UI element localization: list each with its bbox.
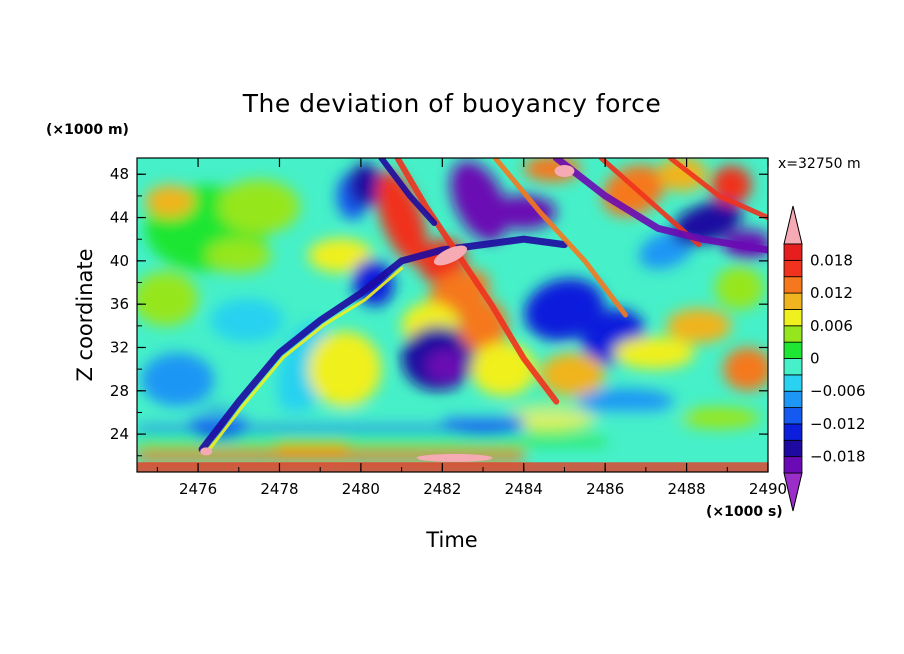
colorbar-bin-0 bbox=[783, 456, 803, 474]
x-tick-label-7: 2490 bbox=[749, 480, 787, 498]
top-max bbox=[554, 164, 575, 177]
field-region-31 bbox=[715, 266, 764, 310]
x-tick-label-0: 2476 bbox=[179, 480, 217, 498]
colorbar-label-4: 0.006 bbox=[810, 317, 853, 335]
x-tick-label-5: 2486 bbox=[586, 480, 624, 498]
crest-4 bbox=[667, 158, 768, 221]
field-region-42 bbox=[145, 185, 194, 218]
x-axis-label: Time bbox=[425, 528, 477, 552]
colorbar-bin-1 bbox=[783, 439, 803, 458]
x-tick-label-6: 2488 bbox=[667, 480, 705, 498]
field-region-2 bbox=[218, 179, 300, 234]
field-region-13 bbox=[376, 171, 427, 264]
colorbar: −0.018 −0.012 −0.006 0 0.006 0.012 0.018 bbox=[783, 205, 866, 512]
field-region-26 bbox=[540, 352, 606, 397]
front-bright bbox=[204, 266, 404, 456]
colorbar-bin-3 bbox=[783, 407, 803, 425]
upper-max bbox=[433, 245, 468, 266]
field-region-21 bbox=[450, 160, 508, 242]
field-region-22 bbox=[491, 194, 557, 230]
colorbar-bin-8 bbox=[783, 325, 803, 343]
field-region-30 bbox=[666, 308, 732, 344]
field-region-40 bbox=[678, 407, 760, 429]
annotation-label: x=32750 m bbox=[778, 156, 861, 172]
colorbar-bin-12 bbox=[783, 259, 803, 278]
x-axis: 2476 2478 2480 2482 2484 2486 2488 2490 bbox=[156, 158, 787, 498]
trough-1 bbox=[378, 158, 438, 226]
field-region-18 bbox=[426, 349, 467, 383]
y-tick-label-2: 32 bbox=[110, 338, 129, 356]
field-region-35 bbox=[658, 158, 707, 192]
y-axis-unit: (×1000 m) bbox=[46, 122, 129, 138]
y-tick-label-1: 28 bbox=[110, 382, 129, 400]
plot-frame bbox=[136, 157, 769, 473]
colorbar-bin-11 bbox=[783, 276, 803, 294]
trough-2 bbox=[552, 158, 768, 254]
chart-title: The deviation of buoyancy force bbox=[242, 89, 662, 118]
colorbar-label-2: −0.006 bbox=[810, 382, 866, 400]
surface-max bbox=[416, 453, 493, 462]
field-region-1 bbox=[137, 271, 199, 326]
heatmap-field bbox=[137, 158, 768, 472]
field-band-2 bbox=[137, 424, 524, 431]
colorbar-bin-5 bbox=[783, 374, 803, 392]
colorbar-bin-2 bbox=[783, 423, 803, 441]
field-band-0 bbox=[137, 450, 524, 462]
colorbar-label-3: 0 bbox=[810, 350, 820, 368]
colorbar-bin-4 bbox=[783, 390, 803, 408]
field-region-39 bbox=[576, 388, 675, 415]
colorbar-bin-13 bbox=[783, 243, 803, 261]
front-dark bbox=[198, 235, 568, 453]
y-tick-label-6: 48 bbox=[110, 165, 129, 183]
y-tick-label-0: 24 bbox=[110, 425, 129, 443]
field-region-12 bbox=[348, 163, 382, 207]
y-tick-label-4: 40 bbox=[110, 252, 129, 270]
x-tick-label-4: 2484 bbox=[505, 480, 543, 498]
field-band-1 bbox=[137, 438, 606, 445]
colorbar-bin-6 bbox=[783, 358, 803, 376]
surface-layer bbox=[137, 462, 768, 472]
x-tick-label-1: 2478 bbox=[260, 480, 298, 498]
field-region-4 bbox=[210, 298, 284, 343]
colorbar-label-6: 0.018 bbox=[810, 251, 853, 269]
colorbar-bin-7 bbox=[783, 341, 803, 359]
colorbar-max-extension bbox=[783, 205, 803, 245]
colorbar-label-0: −0.018 bbox=[810, 448, 866, 466]
field-region-20 bbox=[470, 342, 536, 397]
field-region-41 bbox=[206, 238, 272, 273]
colorbar-label-5: 0.012 bbox=[810, 284, 853, 302]
colorbar-label-1: −0.012 bbox=[810, 415, 866, 433]
field-region-5 bbox=[141, 352, 215, 408]
colorbar-bin-10 bbox=[783, 292, 803, 310]
field-region-27 bbox=[499, 404, 598, 431]
y-axis-label: Z coordinate bbox=[73, 248, 97, 381]
y-tick-label-3: 36 bbox=[110, 295, 129, 313]
crest-1 bbox=[394, 158, 560, 405]
crest-3 bbox=[598, 158, 702, 248]
field-region-38 bbox=[723, 347, 768, 391]
front-origin-max bbox=[200, 447, 213, 456]
y-axis: 24 28 32 36 40 44 48 bbox=[110, 165, 768, 457]
field-band-3 bbox=[137, 411, 687, 418]
field-region-29 bbox=[613, 336, 695, 370]
x-tick-label-3: 2482 bbox=[423, 480, 461, 498]
crest-2 bbox=[492, 158, 628, 318]
field-region-8 bbox=[307, 331, 382, 408]
field-region-3 bbox=[307, 238, 374, 273]
x-tick-label-2: 2480 bbox=[342, 480, 380, 498]
y-tick-label-5: 44 bbox=[110, 209, 129, 227]
x-axis-unit: (×1000 s) bbox=[706, 504, 783, 520]
colorbar-bin-9 bbox=[783, 309, 803, 327]
field-region-24 bbox=[524, 278, 605, 341]
